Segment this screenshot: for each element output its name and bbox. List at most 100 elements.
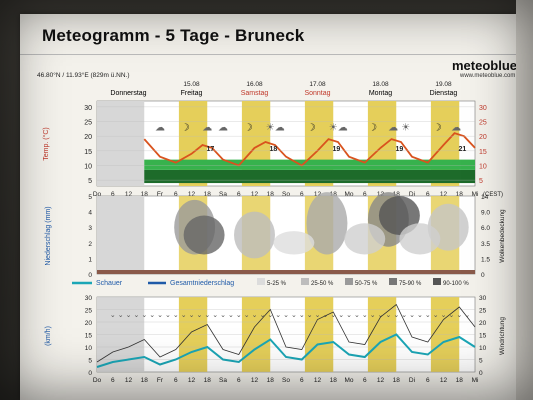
time-axis-label: So xyxy=(282,191,290,198)
time-axis-unit: (CEST) xyxy=(483,192,503,198)
wind-direction-arrow: ⌄ xyxy=(362,312,368,319)
weather-icon: ☁ xyxy=(338,122,348,133)
time-axis-label: 18 xyxy=(267,191,275,198)
day-name: Samstag xyxy=(241,90,269,97)
day-date: 15.08 xyxy=(183,81,200,88)
precip-tick-right: 14 xyxy=(481,194,489,201)
weather-icon: ☽ xyxy=(244,122,253,133)
time-axis-label: 6 xyxy=(174,191,178,198)
day-date: 19.08 xyxy=(435,81,452,88)
precip-tick-left: 1 xyxy=(88,256,92,263)
wind-direction-arrow: ⌄ xyxy=(385,312,391,319)
legend-cloud-label: 25-50 % xyxy=(311,281,334,287)
day-name: Donnerstag xyxy=(110,90,146,97)
temp-tick-left: 20 xyxy=(84,134,92,141)
time-axis-label: 6 xyxy=(111,191,115,198)
time-axis-label-bottom: 12 xyxy=(440,377,448,384)
wind-direction-arrow: ⌄ xyxy=(196,312,202,319)
wind-direction-arrow: ⌄ xyxy=(354,312,360,319)
brand-logo[interactable]: meteoblue xyxy=(452,58,516,73)
precip-tick-left: 0 xyxy=(88,272,92,279)
temp-tick-right: 20 xyxy=(479,134,487,141)
time-axis-label-bottom: 18 xyxy=(456,377,464,384)
wind-tick-right: 25 xyxy=(479,308,487,315)
legend-cloud-swatch xyxy=(301,278,309,285)
cloud-cover-blob xyxy=(399,223,441,255)
wind-direction-axis-label: Windrichtung xyxy=(499,317,506,355)
time-axis-label: 18 xyxy=(204,191,212,198)
weather-icon: ☁ xyxy=(275,122,285,133)
wind-tick-left: 30 xyxy=(85,295,93,302)
wind-tick-right: 30 xyxy=(479,295,487,302)
wind-tick-left: 25 xyxy=(85,308,93,315)
wind-direction-arrow: ⌄ xyxy=(464,312,470,319)
wind-direction-arrow: ⌄ xyxy=(252,312,258,319)
weather-icon: ☁ xyxy=(451,122,461,133)
temp-axis-label: Temp. (°C) xyxy=(42,127,50,161)
weather-icon: ☀ xyxy=(266,122,275,133)
time-axis-label: 6 xyxy=(426,191,430,198)
meteogram-page: Meteogramm - 5 Tage - Bruneck 46.80°N / … xyxy=(20,14,516,400)
legend-cloud-swatch xyxy=(433,278,441,285)
daily-max-label: 21 xyxy=(459,146,467,153)
wind-direction-arrow: ⌄ xyxy=(299,312,305,319)
time-axis-label-bottom: Mo xyxy=(344,377,353,384)
wind-gust-line xyxy=(96,303,476,363)
wind-direction-arrow: ⌄ xyxy=(448,312,454,319)
brand-url[interactable]: www.meteoblue.com xyxy=(460,73,516,79)
wind-direction-arrow: ⌄ xyxy=(165,312,171,319)
wind-tick-left: 20 xyxy=(85,320,93,327)
time-axis-label-bottom: So xyxy=(282,377,290,384)
wind-tick-left: 5 xyxy=(88,358,92,365)
past-shade xyxy=(97,101,145,186)
legend-cloud-label: 75-90 % xyxy=(399,281,422,287)
time-axis-label: Di xyxy=(409,191,415,198)
past-shade xyxy=(97,196,145,274)
wind-tick-left: 10 xyxy=(85,345,93,352)
meteogram-chart: Donnerstag 15.08 Freitag 16.08 Samstag 17.08 S… xyxy=(42,81,506,384)
precip-tick-left: 4 xyxy=(88,210,92,217)
wind-direction-arrow: ⌄ xyxy=(259,312,265,319)
weather-icon: ☽ xyxy=(181,122,190,133)
wind-tick-right: 0 xyxy=(479,370,483,377)
temp-tick-right: 15 xyxy=(479,149,487,156)
wind-direction-arrow: ⌄ xyxy=(330,312,336,319)
time-axis-label: Mo xyxy=(344,191,353,198)
day-name: Sonntag xyxy=(304,90,330,97)
weather-icon: ☀ xyxy=(401,122,410,133)
time-axis-label-bottom: 12 xyxy=(188,377,196,384)
wind-direction-arrow: ⌄ xyxy=(173,312,179,319)
time-axis-label-bottom: 18 xyxy=(267,377,275,384)
time-axis-label: 18 xyxy=(141,191,149,198)
temp-tick-left: 15 xyxy=(84,149,92,156)
wind-direction-arrow: ⌄ xyxy=(417,312,423,319)
wind-direction-arrow: ⌄ xyxy=(157,312,163,319)
wind-tick-right: 10 xyxy=(479,345,487,352)
wind-tick-right: 5 xyxy=(479,358,483,365)
legend-cloud-swatch xyxy=(389,278,397,285)
wind-direction-arrow: ⌄ xyxy=(346,312,352,319)
cloud-cover-blob xyxy=(344,223,386,255)
precip-tick-left: 5 xyxy=(88,194,92,201)
cloud-cover-blob xyxy=(183,215,225,255)
ground-band-bright xyxy=(144,159,475,170)
precip-tick-right: 1.5 xyxy=(481,256,490,263)
wind-direction-arrow: ⌄ xyxy=(141,312,147,319)
ground-band-dark xyxy=(144,169,475,184)
day-date: 16.08 xyxy=(246,81,263,88)
legend-gesamt-label: Gesamtniederschlag xyxy=(170,280,234,287)
wind-direction-arrow: ⌄ xyxy=(315,312,321,319)
time-axis-label-bottom: Do xyxy=(93,377,102,384)
legend-cloud-swatch xyxy=(345,278,353,285)
time-axis-label-bottom: 6 xyxy=(363,377,367,384)
wind-direction-arrow: ⌄ xyxy=(133,312,139,319)
wind-direction-arrow: ⌄ xyxy=(409,312,415,319)
weather-icon: ☀ xyxy=(329,122,338,133)
wind-direction-arrow: ⌄ xyxy=(370,312,376,319)
browser-scroll-area[interactable] xyxy=(516,0,533,400)
day-date: 18.08 xyxy=(372,81,389,88)
time-axis-label-bottom: 6 xyxy=(237,377,241,384)
temp-tick-right: 25 xyxy=(479,120,487,127)
wind-direction-arrow: ⌄ xyxy=(425,312,431,319)
time-axis-label: 12 xyxy=(440,191,448,198)
